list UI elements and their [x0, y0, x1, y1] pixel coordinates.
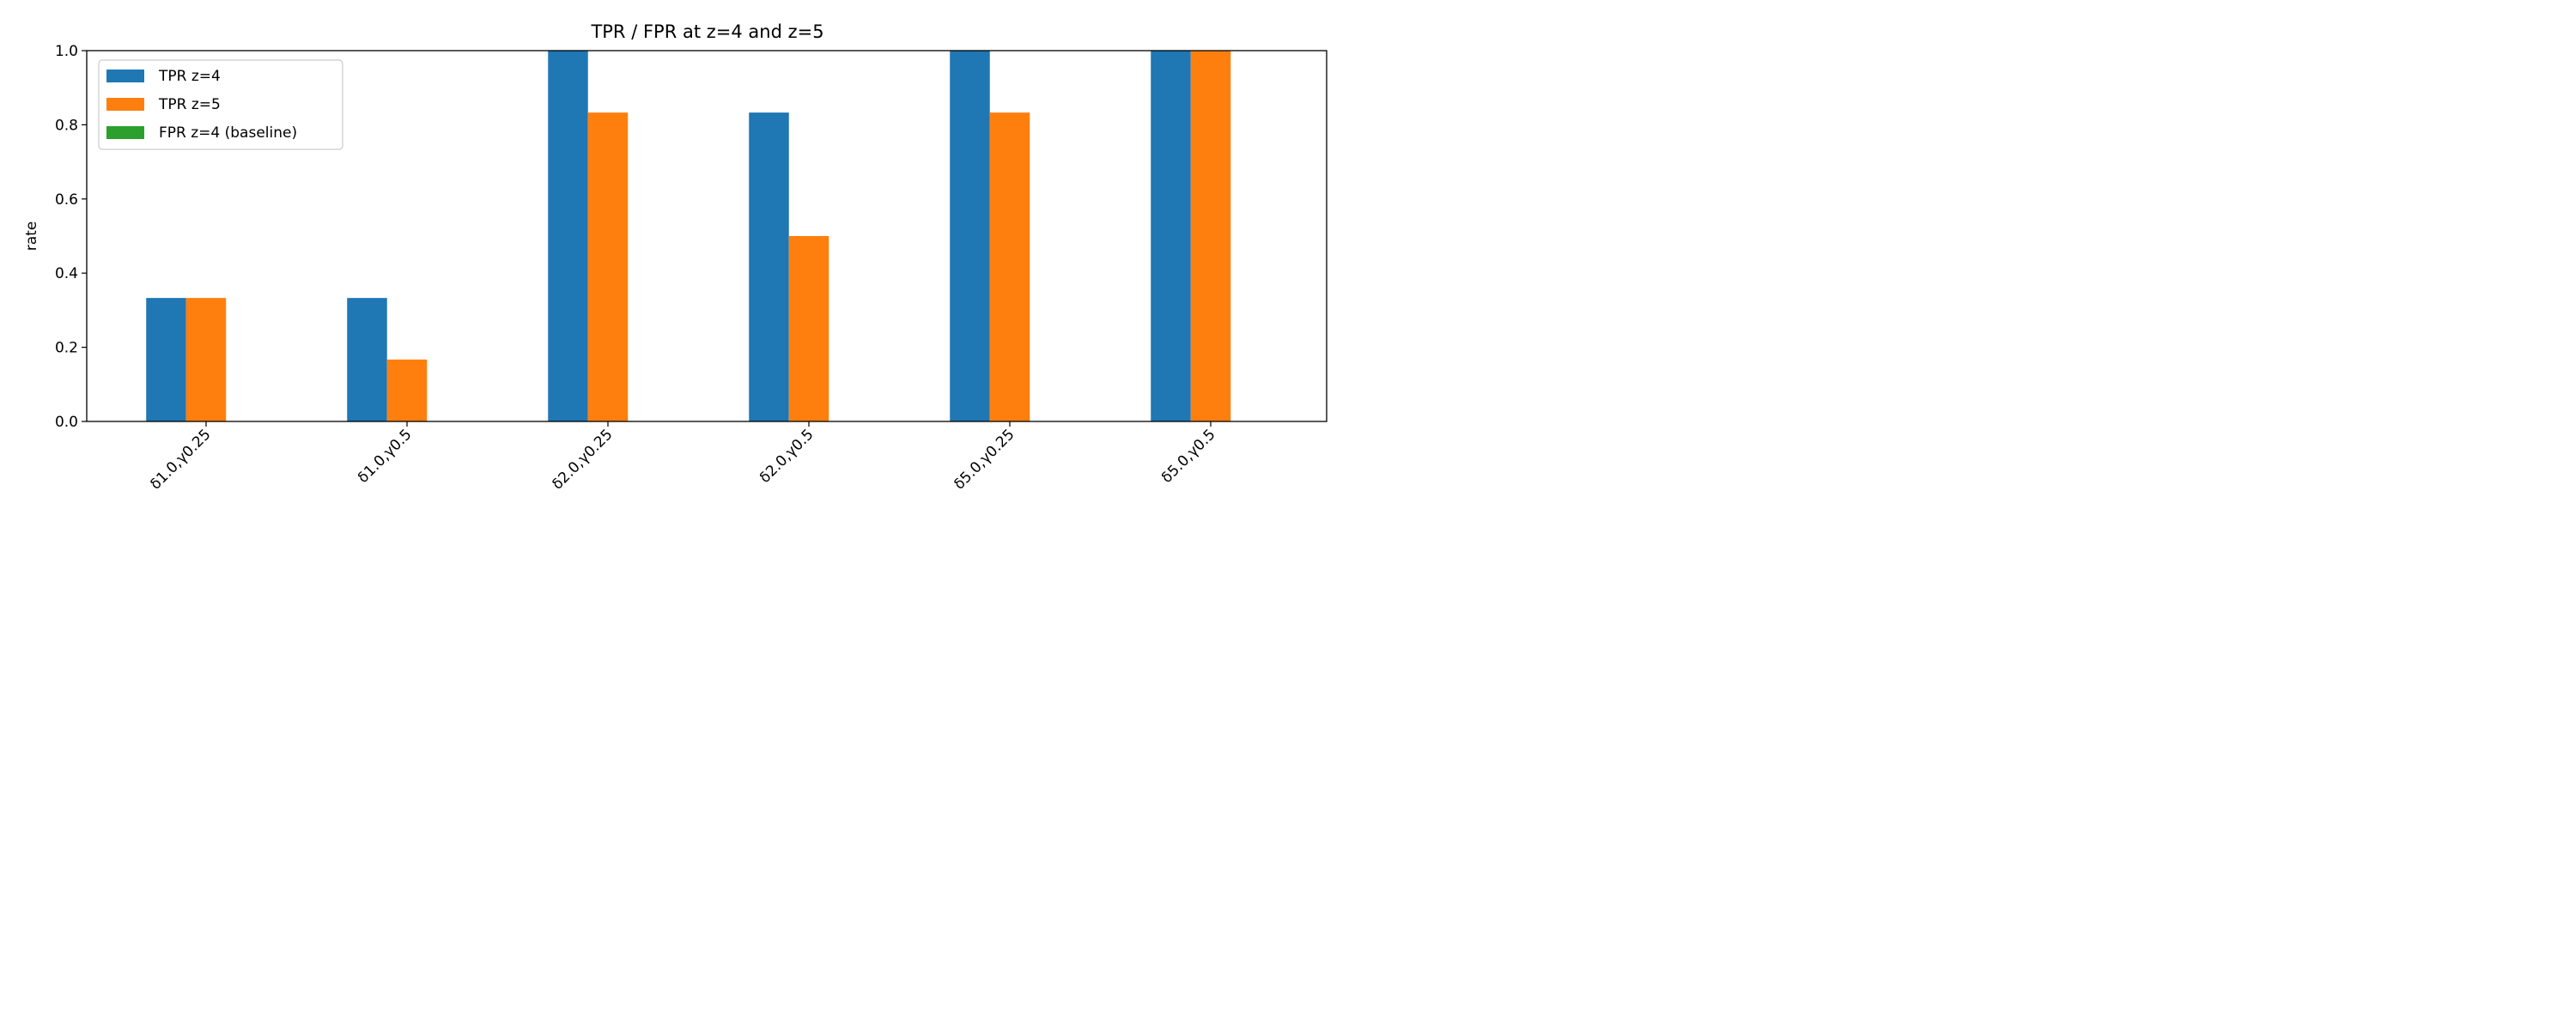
- legend-label-2: TPR z=5: [158, 96, 221, 113]
- y-tick-label: 1.0: [55, 43, 78, 60]
- x-tick-label: δ2.0,γ0.5: [756, 426, 817, 487]
- bar-2-3: [587, 112, 629, 422]
- legend-label-1: TPR z=4: [158, 68, 221, 85]
- y-tick-label: 0.4: [55, 265, 78, 282]
- bar-1-4: [749, 112, 789, 422]
- legend-box: [98, 59, 343, 150]
- x-tick-label: δ5.0,γ0.25: [951, 426, 1018, 493]
- bars-layer: [146, 51, 1231, 422]
- plot-frame: [86, 50, 1327, 422]
- bar-1-3: [548, 51, 588, 421]
- y-tick-label: 0.6: [55, 191, 78, 209]
- bar-2-6: [1190, 51, 1231, 421]
- legend-swatch-2: [106, 98, 144, 111]
- legend-label-3: FPR z=4 (baseline): [159, 124, 297, 142]
- x-tick-label: δ1.0,γ0.25: [147, 426, 214, 493]
- x-tick-label: δ1.0,γ0.5: [355, 426, 416, 487]
- x-axis: δ1.0,γ0.25 δ1.0,γ0.5 δ2.0,γ0.25 δ2.0,γ0.5 δ5…: [147, 421, 1219, 494]
- bar-chart: TPR / FPR at z=4 and z=5 rate 0.00.20.40…: [23, 21, 1327, 494]
- bar-2-4: [788, 236, 829, 421]
- bar-1-2: [347, 298, 387, 421]
- y-tick-label: 0.8: [55, 117, 78, 134]
- chart-title: TPR / FPR at z=4 and z=5: [590, 21, 823, 42]
- bar-1-6: [1151, 51, 1191, 421]
- y-axis-label: rate: [23, 221, 40, 251]
- bar-2-5: [989, 112, 1030, 422]
- y-tick-label: 0.0: [55, 414, 78, 431]
- x-tick-label: δ2.0,γ0.25: [549, 426, 616, 493]
- bar-1-5: [950, 51, 990, 421]
- x-tick-label: δ5.0,γ0.5: [1158, 426, 1219, 487]
- bar-1-1: [146, 298, 186, 421]
- legend-swatch-1: [106, 70, 144, 82]
- legend: TPR z=4 TPR z=5 FPR z=4 (baseline): [98, 59, 343, 150]
- y-axis: 0.0 0.2 0.4 0.6 0.8 1.0: [55, 43, 87, 431]
- legend-swatch-3: [106, 126, 144, 139]
- bar-2-1: [185, 298, 227, 421]
- bar-2-2: [386, 359, 428, 421]
- y-tick-label: 0.2: [55, 340, 78, 357]
